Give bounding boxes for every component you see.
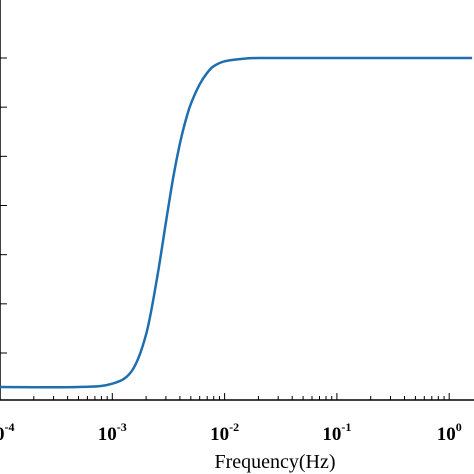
series-line: [0, 56, 473, 389]
x-tick-label: 10-2: [210, 420, 239, 445]
x-axis-label: Frequency(Hz): [214, 451, 335, 473]
x-tick-label: 100: [437, 420, 462, 445]
x-ticks: [0, 393, 450, 400]
y-ticks: [0, 57, 7, 354]
x-tick-label: 10-3: [98, 420, 127, 445]
x-tick-label: 10-4: [0, 420, 15, 445]
x-tick-label: 10-1: [322, 420, 351, 445]
x-tick-labels: 10-4 10-3 10-2 10-1 100: [0, 420, 462, 445]
